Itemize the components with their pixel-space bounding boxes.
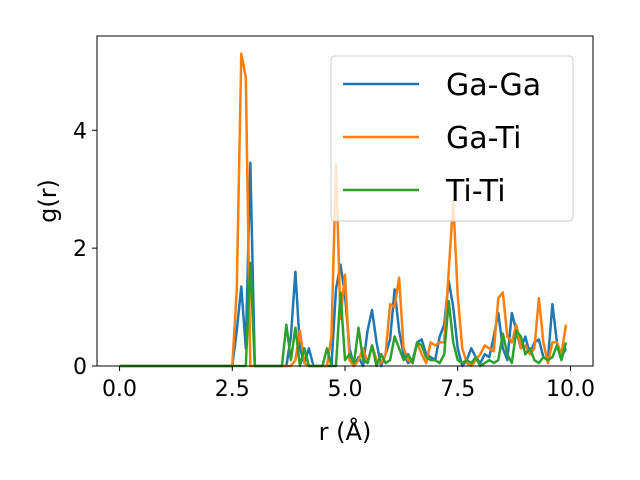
x-tick-label: 2.5 bbox=[215, 377, 250, 402]
x-tick-label: 7.5 bbox=[440, 377, 475, 402]
legend-label-ga-ti: Ga-Ti bbox=[446, 121, 521, 156]
legend-box bbox=[330, 55, 574, 222]
x-axis-label: r (Å) bbox=[319, 417, 372, 446]
x-tick-label: 10.0 bbox=[546, 377, 595, 402]
y-tick-label: 4 bbox=[73, 119, 87, 144]
y-axis-ticks: 0 2 4 bbox=[73, 119, 97, 380]
x-axis-ticks: 0.0 2.5 5.0 7.5 10.0 bbox=[102, 366, 595, 402]
x-tick-label: 5.0 bbox=[328, 377, 363, 402]
y-axis-label: g(r) bbox=[34, 179, 62, 223]
legend: Ga-Ga Ga-Ti Ti-Ti bbox=[330, 55, 574, 222]
x-tick-label: 0.0 bbox=[102, 377, 137, 402]
y-tick-label: 2 bbox=[73, 237, 87, 262]
legend-label-ga-ga: Ga-Ga bbox=[446, 68, 541, 103]
y-tick-label: 0 bbox=[73, 355, 87, 380]
legend-label-ti-ti: Ti-Ti bbox=[445, 174, 506, 209]
